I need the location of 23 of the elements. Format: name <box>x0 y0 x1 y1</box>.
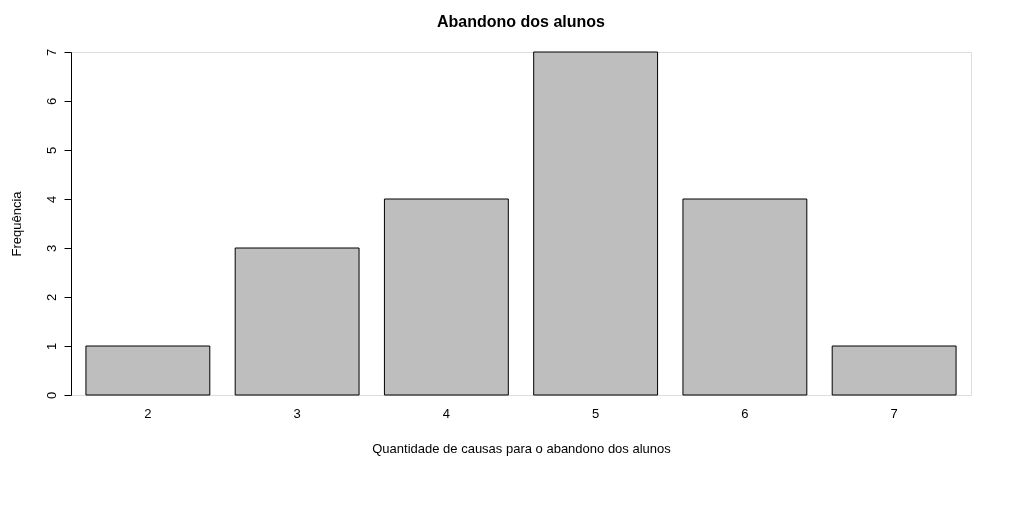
y-tick-label: 3 <box>43 244 59 253</box>
x-tick-label: 2 <box>144 405 152 421</box>
y-tick-label: 4 <box>43 195 59 204</box>
y-tick-label: 6 <box>43 97 59 106</box>
x-tick-label: 5 <box>592 405 600 421</box>
bar <box>234 247 360 396</box>
y-tick-label: 7 <box>43 48 59 57</box>
x-axis-title: Quantidade de causas para o abandono dos alunos <box>372 440 672 456</box>
x-tick-label: 7 <box>890 405 898 421</box>
y-tick-label: 1 <box>43 342 59 351</box>
x-tick-label: 4 <box>442 405 450 421</box>
y-tick-label: 2 <box>43 293 59 302</box>
x-tick-label: 3 <box>293 405 301 421</box>
y-tick-label: 0 <box>43 391 59 400</box>
y-axis-title: Frequência <box>8 190 24 257</box>
bar <box>831 345 957 396</box>
bar <box>533 51 659 396</box>
bar <box>682 198 808 396</box>
x-tick-label: 6 <box>741 405 749 421</box>
bar <box>85 345 211 396</box>
bar <box>383 198 509 396</box>
y-tick-label: 5 <box>43 146 59 155</box>
chart-title: Abandono dos alunos <box>437 13 606 31</box>
